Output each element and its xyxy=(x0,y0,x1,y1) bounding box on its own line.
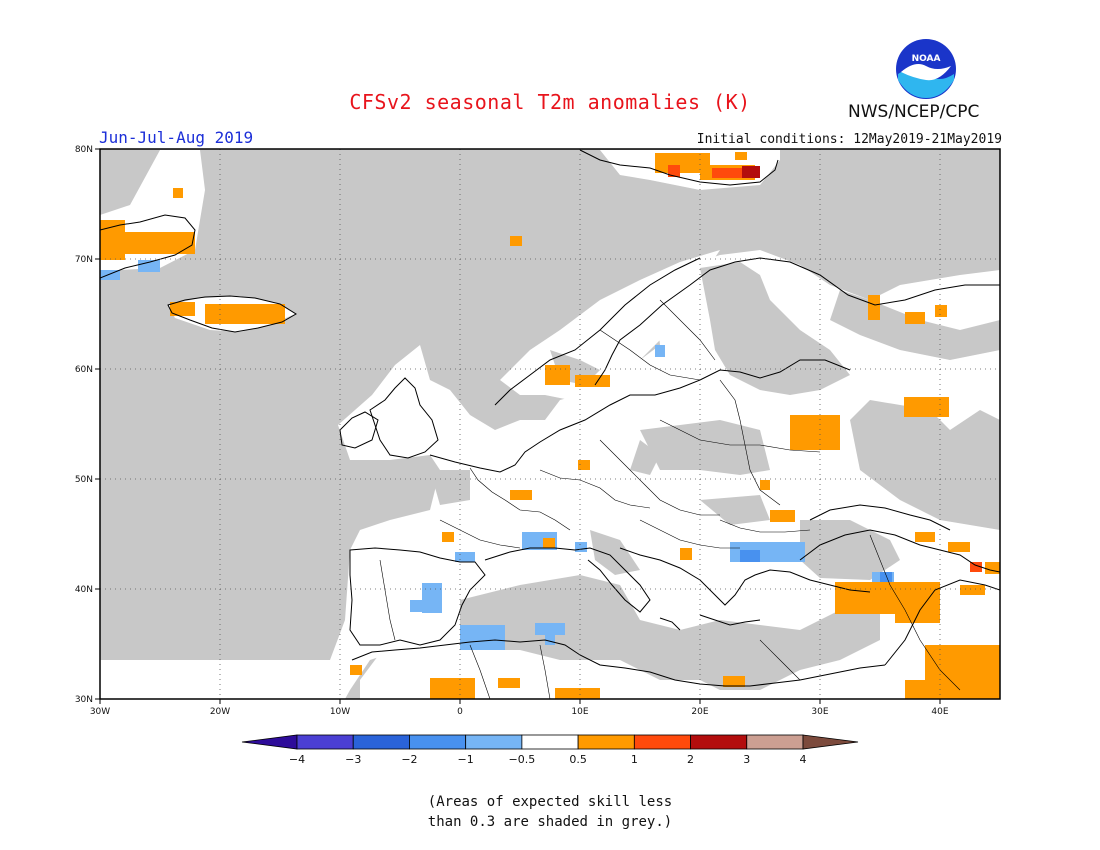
colorbar-tick-label: 1 xyxy=(631,753,638,766)
lat-label: 70N xyxy=(75,255,93,265)
colorbar-tick-label: −1 xyxy=(458,753,474,766)
colorbar-tick-label: 0.5 xyxy=(569,753,587,766)
axis-ticks xyxy=(95,148,941,704)
map-frame xyxy=(99,148,1001,700)
colorbar-tick-label: 3 xyxy=(743,753,750,766)
noaa-logo: NOAA xyxy=(894,37,958,101)
colorbar-extend-low xyxy=(241,734,298,750)
colorbar-tick-label: −0.5 xyxy=(509,753,536,766)
colorbar-tick-label: −3 xyxy=(345,753,361,766)
lon-labels: 30W 20W 10W 0 10E 20E 30E 40E xyxy=(90,707,949,717)
lat-labels: 30N 40N 50N 60N 70N 80N xyxy=(75,145,93,705)
chart-title: CFSv2 seasonal T2m anomalies (K) xyxy=(349,90,751,114)
footnote-line-1: (Areas of expected skill less xyxy=(427,794,673,810)
colorbar-swatch xyxy=(465,734,523,750)
anomaly-field xyxy=(100,149,1000,699)
footnote-line-2: than 0.3 are shaded in grey.) xyxy=(427,814,673,830)
lon-label: 40E xyxy=(931,707,948,717)
lat-label: 50N xyxy=(75,475,93,485)
colorbar-swatch xyxy=(633,734,691,750)
colorbar-swatch xyxy=(296,734,354,750)
noaa-logo-text: NOAA xyxy=(912,54,941,64)
forecast-period: Jun-Jul-Aug 2019 xyxy=(99,128,254,147)
lon-label: 10W xyxy=(330,707,350,717)
low-skill-regions xyxy=(430,262,1000,690)
lon-label: 10E xyxy=(571,707,588,717)
strong-warm-anomalies xyxy=(668,165,982,572)
lat-label: 60N xyxy=(75,365,93,375)
org-label: NWS/NCEP/CPC xyxy=(848,102,980,122)
colorbar-swatch xyxy=(690,734,748,750)
lat-label: 30N xyxy=(75,695,93,705)
colorbar-tick-label: −2 xyxy=(401,753,417,766)
colorbar-swatch xyxy=(521,734,579,750)
colorbar-swatch xyxy=(409,734,467,750)
lon-label: 30W xyxy=(90,707,110,717)
colorbar: −4 −3 −2 −1 −0.5 0.5 1 2 3 4 xyxy=(241,734,859,766)
colorbar-swatch xyxy=(352,734,410,750)
grid-lines xyxy=(100,149,1000,699)
colorbar-tick-label: 2 xyxy=(687,753,694,766)
colorbar-tick-label: 4 xyxy=(800,753,807,766)
lat-label: 40N xyxy=(75,585,93,595)
initial-conditions: Initial conditions: 12May2019-21May2019 xyxy=(696,132,1002,147)
colorbar-swatch xyxy=(746,734,804,750)
lon-label: 0 xyxy=(457,707,463,717)
lon-label: 30E xyxy=(811,707,828,717)
colorbar-extend-high xyxy=(802,734,859,750)
colorbar-swatch xyxy=(577,734,635,750)
cool-anomalies-dark xyxy=(740,550,892,584)
colorbar-tick-label: −4 xyxy=(289,753,305,766)
lon-label: 20E xyxy=(691,707,708,717)
country-borders xyxy=(379,299,961,699)
warm-anomalies xyxy=(100,152,1000,699)
very-strong-warm-anomalies xyxy=(742,166,760,178)
footnote: (Areas of expected skill less than 0.3 a… xyxy=(0,792,1100,832)
lat-label: 80N xyxy=(75,145,93,155)
lon-label: 20W xyxy=(210,707,230,717)
